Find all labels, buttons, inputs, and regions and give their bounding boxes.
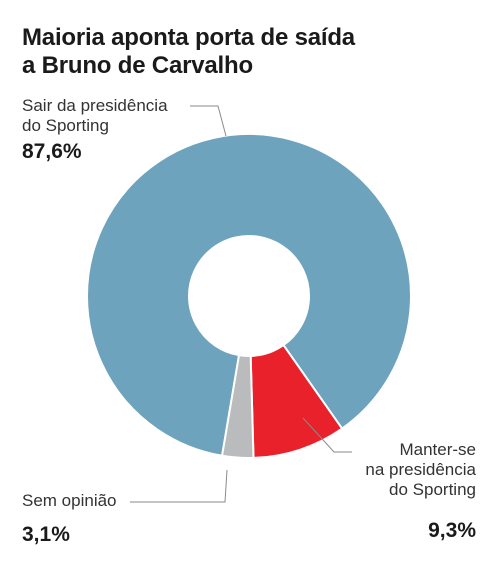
slice-label-manter: Manter-se na presidência do Sporting 9,3… xyxy=(365,440,476,544)
chart-title: Maioria aponta porta de saída a Bruno de… xyxy=(22,24,482,80)
slice-label-manter-line-2: na presidência xyxy=(365,460,476,479)
leader-line-manter xyxy=(302,417,352,453)
slice-label-sem-opiniao-line-1: Sem opinião xyxy=(22,491,117,510)
chart-title-line-2: a Bruno de Carvalho xyxy=(22,52,253,79)
slice-label-sair: Sair da presidência do Sporting 87,6% xyxy=(22,96,168,165)
slice-label-sem-opiniao: Sem opinião 3,1% xyxy=(22,491,117,548)
chart-title-line-1: Maioria aponta porta de saída xyxy=(22,24,355,51)
slice-sair xyxy=(86,133,412,457)
slice-value-sem-opiniao: 3,1% xyxy=(22,523,70,546)
slice-label-sair-name: Sair da presidência do Sporting xyxy=(22,96,168,136)
slice-label-sair-line-2: do Sporting xyxy=(22,116,109,135)
slice-value-sair: 87,6% xyxy=(22,140,82,163)
slice-label-sair-line-1: Sair da presidência xyxy=(22,96,168,115)
slice-value-manter: 9,3% xyxy=(428,519,476,542)
leader-line-sem-opiniao xyxy=(130,469,228,503)
slice-label-sem-opiniao-name: Sem opinião xyxy=(22,491,117,511)
slice-label-manter-name: Manter-se na presidência do Sporting xyxy=(365,440,476,500)
leader-line-sair xyxy=(190,105,227,137)
slice-sem-opiniao xyxy=(220,354,255,459)
slice-label-manter-line-3: do Sporting xyxy=(389,480,476,499)
slice-label-manter-line-1: Manter-se xyxy=(399,440,476,459)
